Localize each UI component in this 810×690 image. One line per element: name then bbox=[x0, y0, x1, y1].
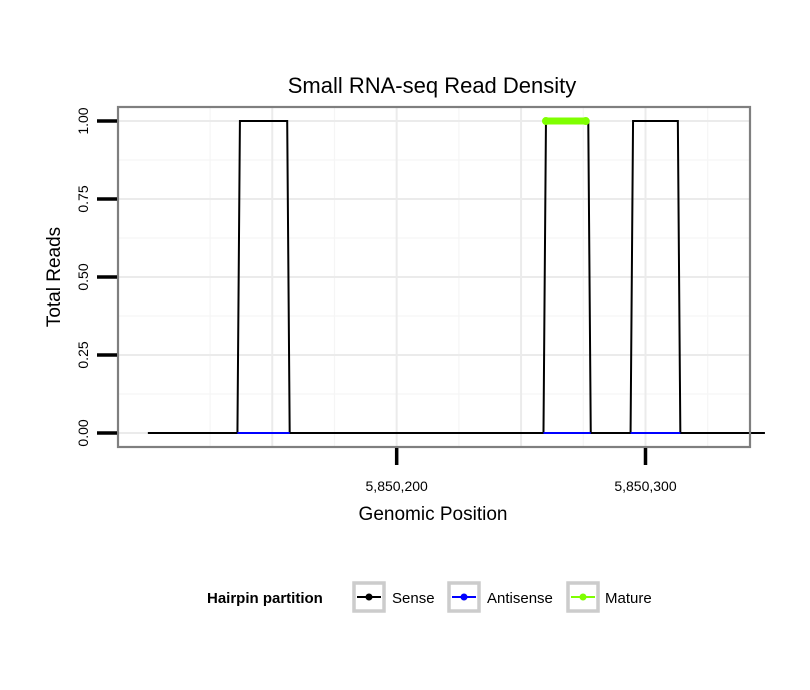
y-tick-label: 0.25 bbox=[75, 341, 91, 368]
plot-panel-border bbox=[116, 105, 752, 449]
chart-title: Small RNA-seq Read Density bbox=[288, 73, 577, 98]
legend-label-antisense: Antisense bbox=[487, 590, 553, 607]
y-tick-label: 0.50 bbox=[75, 263, 91, 290]
legend-label-mature: Mature bbox=[605, 590, 652, 607]
legend-key-dot-antisense bbox=[460, 593, 468, 601]
y-axis: 0.00 0.25 0.50 0.75 1.00 bbox=[75, 107, 117, 447]
x-axis: 5,850,200 5,850,300 bbox=[366, 448, 677, 494]
series-point-mature bbox=[541, 117, 550, 126]
y-tick-label: 0.75 bbox=[75, 185, 91, 212]
x-tick-label: 5,850,200 bbox=[366, 478, 428, 494]
legend: Hairpin partition Sense Antisense Mature bbox=[207, 581, 652, 613]
x-tick-label: 5,850,300 bbox=[614, 478, 676, 494]
legend-key-sense: Sense bbox=[352, 581, 435, 613]
legend-key-dot-sense bbox=[365, 593, 373, 601]
legend-key-dot-mature bbox=[579, 593, 587, 601]
legend-key-antisense: Antisense bbox=[447, 581, 553, 613]
y-tick-label: 1.00 bbox=[75, 107, 91, 134]
legend-label-sense: Sense bbox=[392, 590, 435, 607]
plot-grid bbox=[118, 107, 750, 447]
x-axis-title: Genomic Position bbox=[359, 504, 508, 525]
y-tick-label: 0.00 bbox=[75, 419, 91, 446]
plot-series bbox=[147, 117, 765, 434]
legend-title: Hairpin partition bbox=[207, 590, 323, 607]
y-axis-title: Total Reads bbox=[44, 227, 65, 327]
series-point-mature bbox=[581, 117, 590, 126]
legend-key-mature: Mature bbox=[566, 581, 652, 613]
